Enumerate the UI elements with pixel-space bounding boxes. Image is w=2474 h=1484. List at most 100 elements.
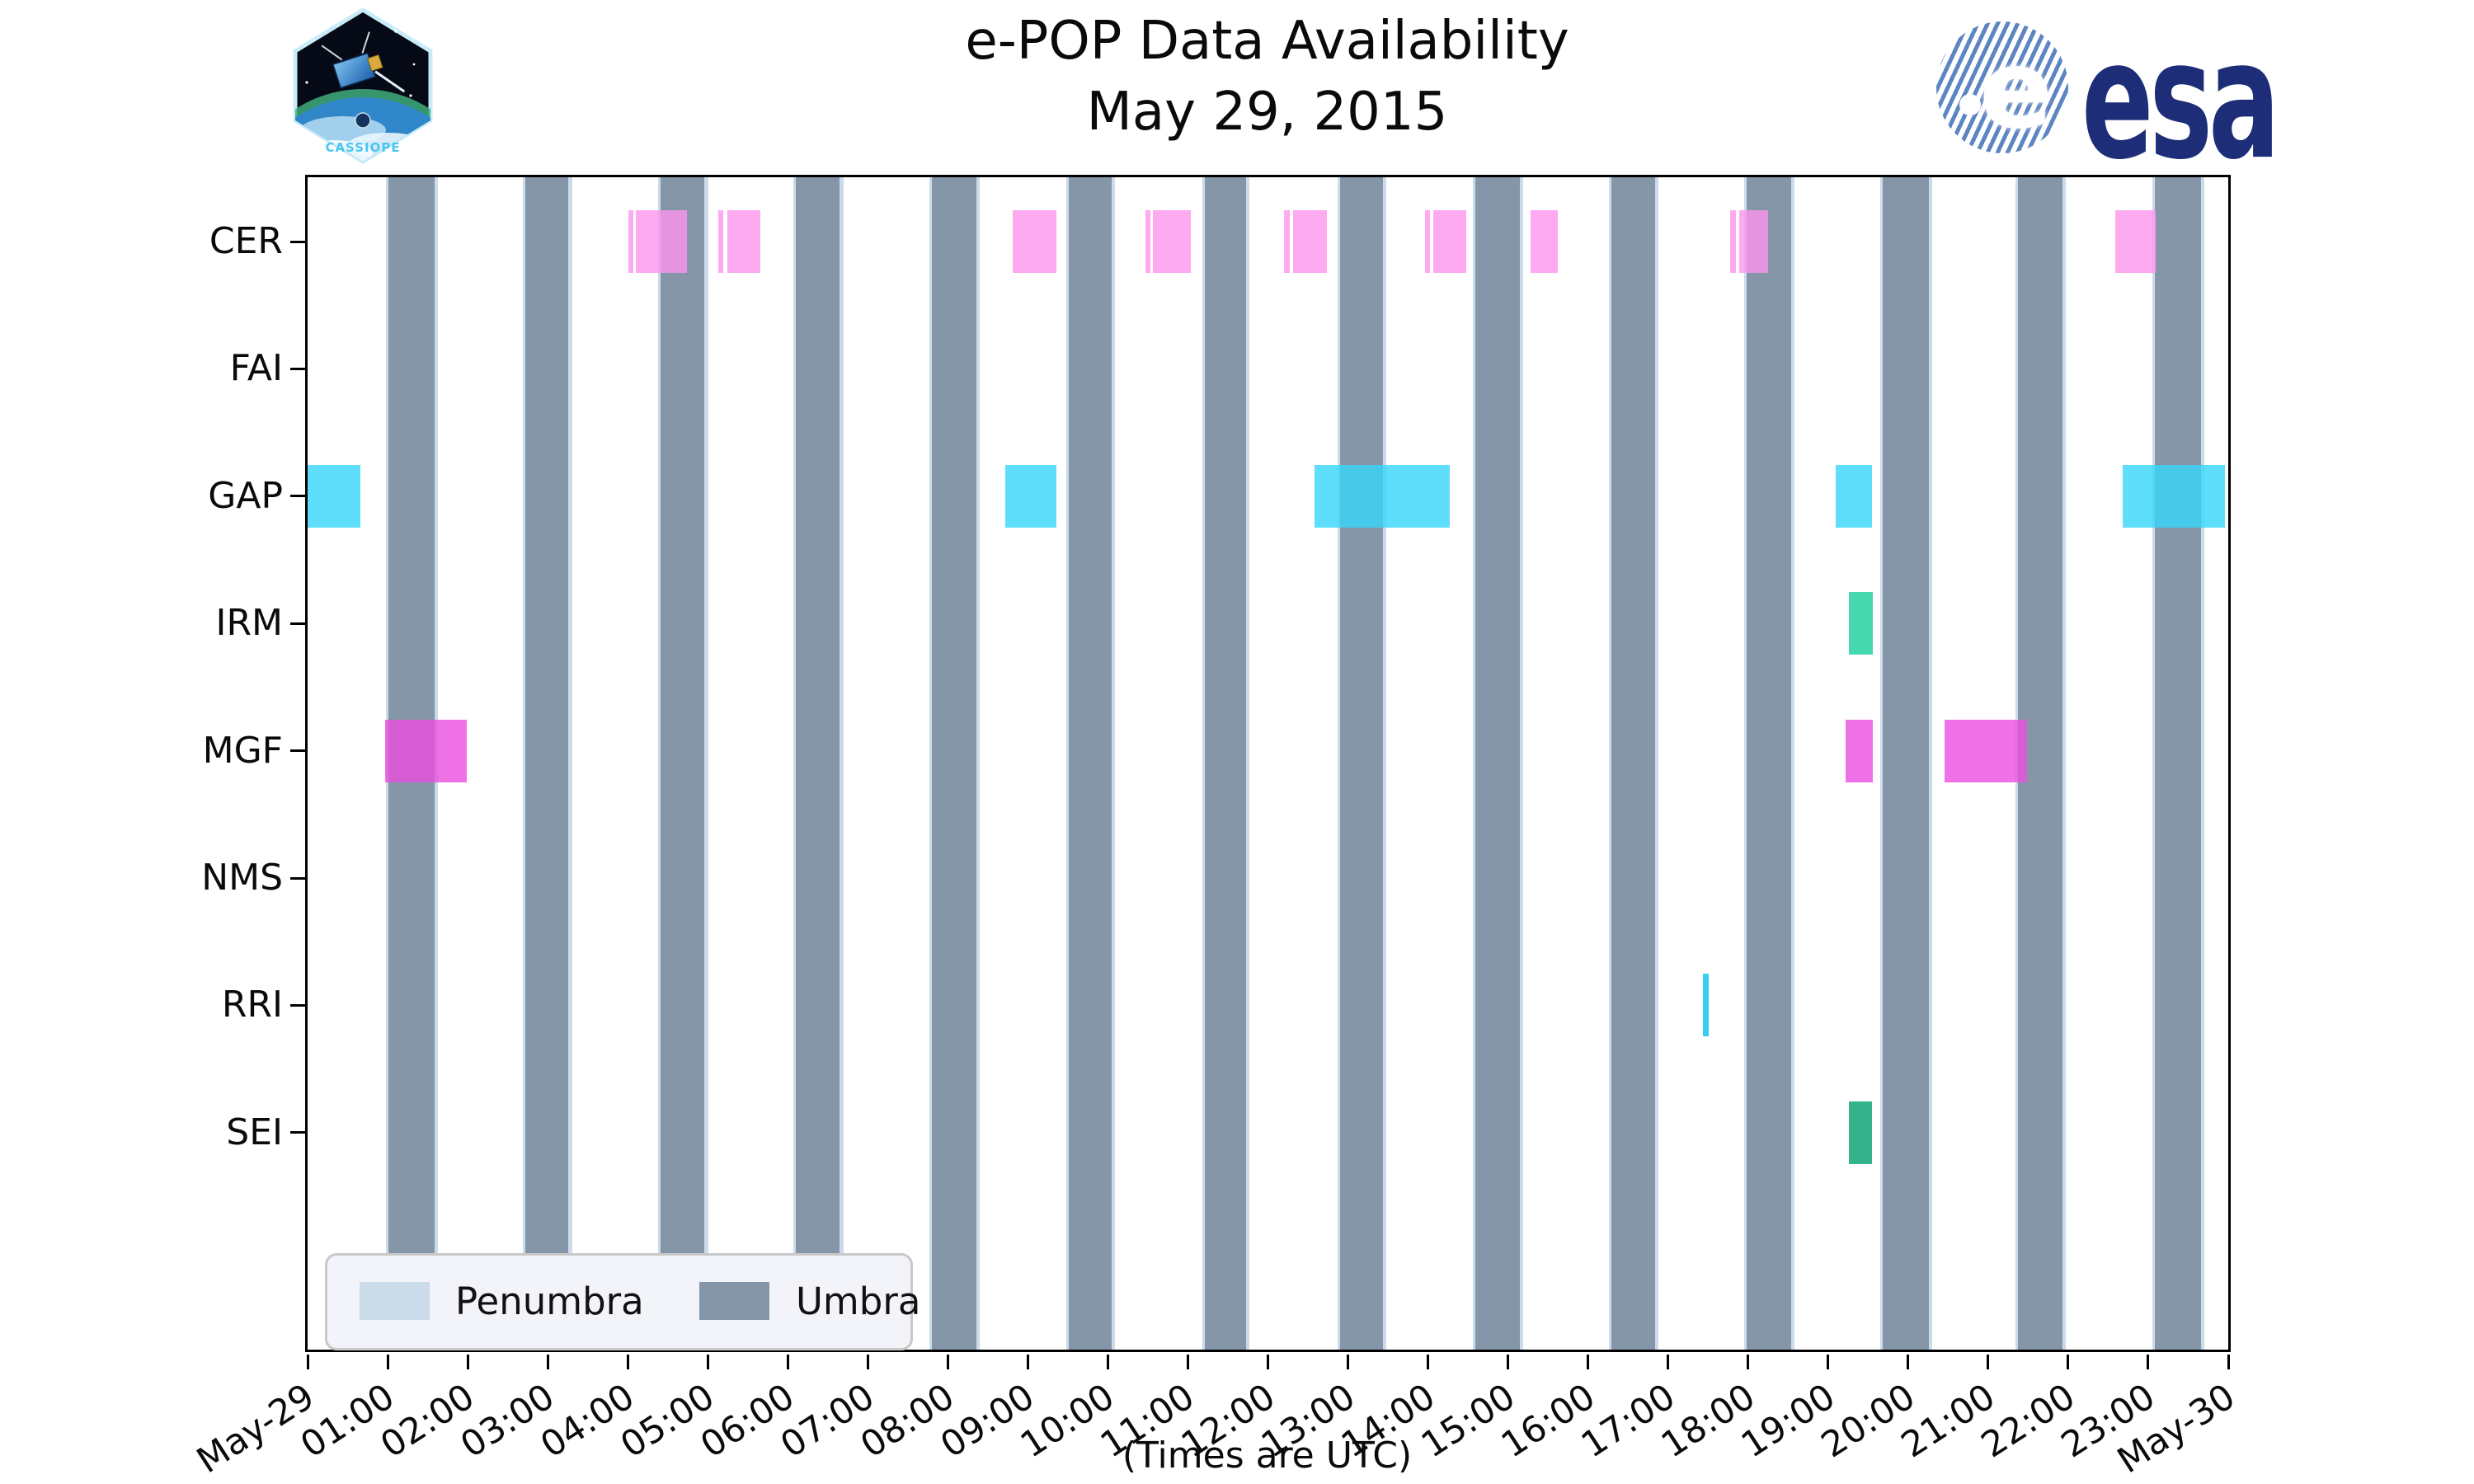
penumbra-bar <box>2062 177 2067 1350</box>
legend-umbra-label: Umbra <box>796 1280 921 1323</box>
x-axis-tick <box>386 1355 389 1369</box>
availability-bar-RRI <box>1703 974 1710 1037</box>
y-axis-tick <box>290 367 305 370</box>
x-axis-tick <box>786 1355 789 1369</box>
x-axis-tick <box>1186 1355 1189 1369</box>
penumbra-bar <box>1929 177 1933 1350</box>
legend-penumbra-swatch <box>360 1282 430 1320</box>
y-axis-tick-label-FAI: FAI <box>229 347 283 390</box>
x-axis-tick <box>706 1355 709 1369</box>
x-axis-tick <box>1507 1355 1510 1369</box>
x-axis-tick <box>2227 1355 2230 1369</box>
availability-bar-CER <box>2115 210 2156 273</box>
esa-globe-icon <box>1936 21 2068 153</box>
y-axis-tick-label-RRI: RRI <box>221 984 283 1026</box>
penumbra-bar <box>840 177 844 1350</box>
umbra-bar <box>1475 177 1521 1350</box>
cassiope-patch-graphic: CASSIOPE <box>293 7 433 164</box>
availability-bar-CER <box>718 210 724 273</box>
plot-area: Penumbra Umbra <box>305 175 2231 1352</box>
x-axis-tick <box>2147 1355 2150 1369</box>
penumbra-bar <box>2201 177 2205 1350</box>
availability-bar-MGF <box>385 719 468 782</box>
umbra-bar <box>660 177 705 1350</box>
umbra-bar <box>1339 177 1384 1350</box>
penumbra-bar <box>704 177 708 1350</box>
x-axis-tick <box>546 1355 549 1369</box>
availability-bar-MGF <box>1945 719 2028 782</box>
x-axis-tick <box>946 1355 949 1369</box>
availability-bar-CER <box>1730 210 1736 273</box>
x-axis-tick <box>2067 1355 2070 1369</box>
x-axis-tick <box>1106 1355 1109 1369</box>
legend: Penumbra Umbra <box>325 1253 920 1350</box>
y-axis-tick <box>290 495 305 498</box>
penumbra-bar <box>976 177 981 1350</box>
penumbra-bar <box>1065 177 1070 1350</box>
availability-bar-CER <box>1283 210 1290 273</box>
x-axis-tick <box>1347 1355 1350 1369</box>
penumbra-bar <box>1337 177 1341 1350</box>
availability-bar-MGF <box>1846 719 1874 782</box>
x-axis-tick <box>1907 1355 1910 1369</box>
chart-title: e-POP Data Availability May 29, 2015 <box>307 5 2227 147</box>
chart-title-line2: May 29, 2015 <box>1086 82 1448 143</box>
availability-bar-GAP <box>1005 464 1057 528</box>
availability-bar-CER <box>1012 210 1057 273</box>
cassiope-mission-patch: CASSIOPE <box>289 7 437 165</box>
x-axis-tick <box>626 1355 629 1369</box>
legend-umbra-swatch <box>699 1282 769 1320</box>
penumbra-bar <box>568 177 572 1350</box>
penumbra-bar <box>1202 177 1206 1350</box>
availability-bar-GAP <box>1314 464 1450 528</box>
x-axis-tick <box>866 1355 869 1369</box>
y-axis-tick <box>290 1131 305 1134</box>
patch-satellite <box>321 31 406 93</box>
x-axis-tick <box>1026 1355 1029 1369</box>
availability-bar-GAP <box>1836 464 1873 528</box>
x-axis-caption: (Times are UTC) <box>1122 1435 1413 1477</box>
umbra-bar <box>931 177 977 1350</box>
y-axis-tick-label-GAP: GAP <box>208 474 283 517</box>
penumbra-bar <box>1791 177 1795 1350</box>
umbra-bar <box>1882 177 1930 1350</box>
legend-penumbra-label: Penumbra <box>455 1280 644 1323</box>
esa-wordmark: esa <box>2081 7 2280 196</box>
penumbra-bar <box>1520 177 1524 1350</box>
availability-bar-CER <box>1433 210 1466 273</box>
y-axis-tick <box>290 1003 305 1007</box>
availability-bar-GAP <box>2122 464 2226 528</box>
y-axis-tick-label-SEI: SEI <box>226 1111 283 1153</box>
penumbra-bar <box>1472 177 1476 1350</box>
umbra-bar <box>524 177 569 1350</box>
availability-bar-CER <box>635 210 688 273</box>
penumbra-bar <box>1112 177 1116 1350</box>
penumbra-bar <box>1246 177 1250 1350</box>
y-axis-tick <box>290 622 305 625</box>
availability-bar-CER <box>628 210 633 273</box>
umbra-bar <box>795 177 840 1350</box>
y-axis-tick <box>290 749 305 753</box>
x-axis-tick <box>1987 1355 1990 1369</box>
penumbra-bar <box>1879 177 1884 1350</box>
esa-globe-letter: e <box>1979 26 2053 153</box>
x-axis-tick <box>1587 1355 1590 1369</box>
availability-bar-CER <box>1738 210 1768 273</box>
y-axis-tick <box>290 240 305 243</box>
x-axis-tick <box>466 1355 469 1369</box>
x-axis-tick <box>1747 1355 1750 1369</box>
availability-bar-GAP <box>308 464 361 528</box>
y-axis-tick-label-CER: CER <box>209 220 283 262</box>
penumbra-bar <box>2152 177 2156 1350</box>
availability-bar-IRM <box>1849 592 1874 655</box>
availability-bar-CER <box>1425 210 1431 273</box>
y-axis-tick-label-IRM: IRM <box>215 602 283 645</box>
availability-bar-CER <box>1530 210 1558 273</box>
penumbra-bar <box>1655 177 1659 1350</box>
chart-title-line1: e-POP Data Availability <box>965 11 1569 72</box>
x-axis-tick <box>1827 1355 1830 1369</box>
y-axis-tick-label-MGF: MGF <box>202 729 283 772</box>
penumbra-bar <box>1743 177 1747 1350</box>
y-axis-tick <box>290 876 305 880</box>
